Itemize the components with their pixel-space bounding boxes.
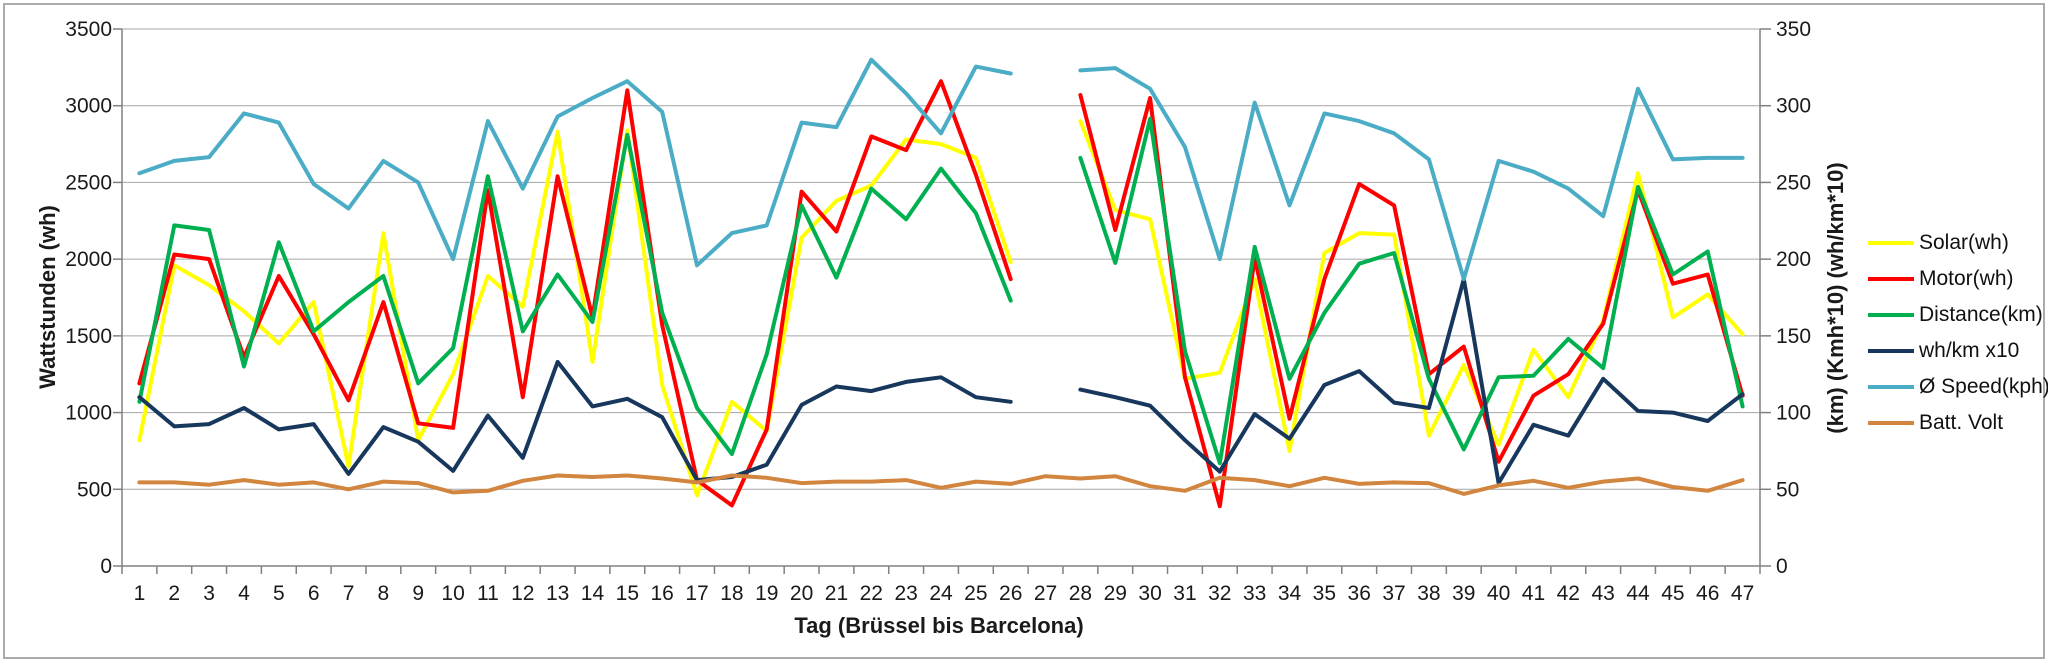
right-axis-tick-label: 100: [1776, 402, 1811, 425]
x-tick-label: 35: [1313, 582, 1336, 605]
legend-swatch-icon: [1868, 385, 1914, 389]
x-tick-label: 26: [999, 582, 1022, 605]
x-tick-label: 27: [1034, 582, 1057, 605]
x-tick-label: 38: [1417, 582, 1440, 605]
x-tick-label: 4: [238, 582, 250, 605]
x-tick-label: 3: [203, 582, 215, 605]
right-axis-tick-label: 0: [1776, 555, 1788, 578]
x-tick-label: 46: [1696, 582, 1719, 605]
left-axis-tick-label: 3500: [65, 18, 112, 41]
series-line-solar-wh: [1078, 119, 1745, 453]
x-tick-label: 17: [685, 582, 708, 605]
left-axis-tick-label: 500: [77, 478, 112, 501]
x-tick-label: 43: [1591, 582, 1614, 605]
right-axis-tick-label: 150: [1776, 325, 1811, 348]
left-axis-tick-label: 1500: [65, 325, 112, 348]
x-tick-label: 15: [616, 582, 639, 605]
legend-item: wh/km x10: [1868, 333, 2048, 369]
x-tick-label: 21: [825, 582, 848, 605]
x-tick-label: 23: [894, 582, 917, 605]
x-tick-label: 47: [1731, 582, 1754, 605]
x-axis-title: Tag (Brüssel bis Barcelona): [794, 613, 1084, 638]
left-axis-title: Wattstunden (wh): [35, 205, 60, 389]
x-tick-label: 34: [1278, 582, 1302, 605]
right-axis-tick-label: 200: [1776, 248, 1811, 271]
left-axis-tick-label: 3000: [65, 95, 112, 118]
x-tick-label: 30: [1138, 582, 1161, 605]
x-tick-label: 37: [1382, 582, 1405, 605]
left-axis-tick-label: 1000: [65, 402, 112, 425]
x-tick-label: 24: [929, 582, 953, 605]
legend-label: Batt. Volt: [1919, 411, 2004, 434]
x-tick-label: 32: [1208, 582, 1231, 605]
legend-swatch-icon: [1868, 313, 1914, 317]
x-tick-label: 5: [273, 582, 285, 605]
x-tick-label: 33: [1243, 582, 1266, 605]
x-tick-label: 18: [720, 582, 743, 605]
left-axis-tick-label: 0: [100, 555, 112, 578]
x-tick-label: 10: [441, 582, 464, 605]
x-tick-label: 1: [134, 582, 146, 605]
x-tick-label: 36: [1348, 582, 1371, 605]
x-tick-label: 25: [964, 582, 987, 605]
x-tick-label: 39: [1452, 582, 1475, 605]
legend-label: wh/km x10: [1919, 339, 2020, 362]
x-tick-label: 22: [860, 582, 883, 605]
legend-label: Motor(wh): [1919, 267, 2014, 290]
series-line-speed-kph: [1078, 66, 1745, 282]
x-tick-label: 7: [343, 582, 355, 605]
x-tick-label: 8: [378, 582, 390, 605]
left-axis-tick-label: 2000: [65, 248, 112, 271]
x-tick-label: 20: [790, 582, 813, 605]
x-tick-label: 13: [546, 582, 569, 605]
legend-item: Distance(km): [1868, 297, 2048, 333]
x-tick-label: 44: [1626, 582, 1650, 605]
legend: Solar(wh) Motor(wh) Distance(km) wh/km x10 Ø…: [1868, 225, 2048, 441]
x-tick-label: 31: [1173, 582, 1196, 605]
x-tick-label: 19: [755, 582, 778, 605]
series-line-motor-wh: [1078, 93, 1745, 509]
legend-item: Solar(wh): [1868, 225, 2048, 261]
legend-swatch-icon: [1868, 277, 1914, 281]
legend-item: Batt. Volt: [1868, 405, 2048, 441]
legend-item: Ø Speed(kph): [1868, 369, 2048, 405]
legend-swatch-icon: [1868, 421, 1914, 425]
right-axis-tick-label: 300: [1776, 95, 1811, 118]
x-tick-label: 45: [1661, 582, 1684, 605]
series-line-distance-km: [137, 132, 1013, 456]
legend-label: Ø Speed(kph): [1919, 375, 2048, 398]
series-line-distance-km: [1078, 116, 1745, 466]
x-tick-label: 12: [511, 582, 534, 605]
x-tick-label: 2: [168, 582, 180, 605]
x-tick-label: 41: [1522, 582, 1545, 605]
series-line-batt-volt: [137, 473, 1745, 496]
legend-item: Motor(wh): [1868, 261, 2048, 297]
left-axis-tick-label: 2500: [65, 171, 112, 194]
right-axis-tick-label: 50: [1776, 478, 1799, 501]
x-tick-label: 6: [308, 582, 320, 605]
x-tick-label: 40: [1487, 582, 1510, 605]
series-line-wh-km-x10: [137, 359, 1013, 483]
x-tick-label: 42: [1557, 582, 1580, 605]
x-tick-label: 28: [1069, 582, 1092, 605]
legend-label: Distance(km): [1919, 303, 2043, 326]
right-axis-tick-label: 350: [1776, 18, 1811, 41]
series-line-solar-wh: [137, 128, 1013, 498]
legend-swatch-icon: [1868, 241, 1914, 245]
series-line-wh-km-x10: [1078, 277, 1745, 486]
x-tick-label: 29: [1104, 582, 1127, 605]
series-line-speed-kph: [137, 57, 1013, 268]
legend-swatch-icon: [1868, 349, 1914, 353]
series-line-motor-wh: [137, 79, 1013, 508]
legend-label: Solar(wh): [1919, 231, 2009, 254]
x-tick-label: 9: [412, 582, 424, 605]
x-tick-label: 16: [651, 582, 674, 605]
right-axis-tick-label: 250: [1776, 171, 1811, 194]
x-tick-label: 11: [477, 582, 499, 605]
x-tick-label: 14: [581, 582, 605, 605]
right-axis-title: (km) (Kmh*10) (wh/km*10): [1823, 162, 1848, 434]
